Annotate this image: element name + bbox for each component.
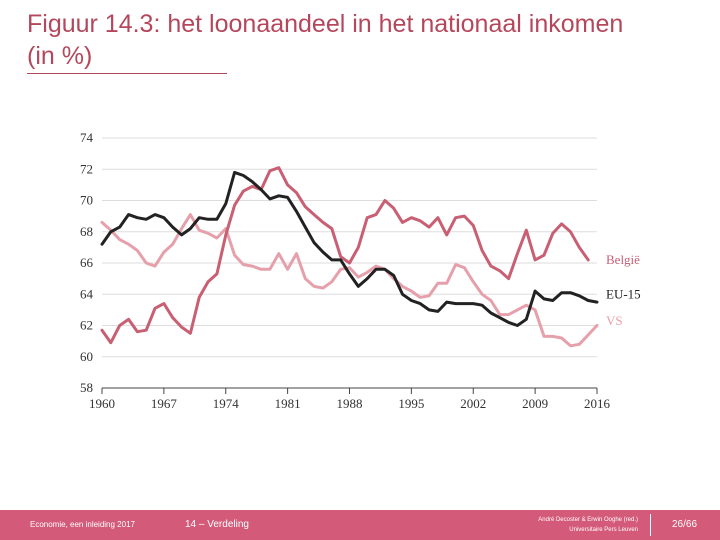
x-tick-label-2009: 2009 — [522, 396, 548, 411]
x-tick-label-1988: 1988 — [337, 396, 363, 411]
y-tick-label-62: 62 — [80, 318, 93, 333]
y-tick-label-70: 70 — [80, 193, 93, 208]
wage-share-chart: 58 60 62 64 66 68 70 72 74 1960 1967 1974 1981 1988 19… — [80, 130, 641, 411]
series-label-layer: België EU-15 VS — [606, 252, 641, 328]
axis-layer: 58 60 62 64 66 68 70 72 74 1960 1967 1974 1981 1988 19… — [80, 130, 611, 411]
series-line-eu-15 — [100, 170, 599, 327]
footer-chapter: 14 – Verdeling — [185, 519, 249, 530]
series-line-belgi- — [100, 166, 590, 345]
y-tick-label-66: 66 — [80, 255, 94, 270]
x-tick-label-1960: 1960 — [89, 396, 115, 411]
page-number: 26/66 — [672, 519, 698, 530]
x-tick-label-1974: 1974 — [213, 396, 240, 411]
y-tick-label-58: 58 — [80, 380, 93, 395]
x-tick-label-1981: 1981 — [275, 396, 301, 411]
y-tick-label-72: 72 — [80, 161, 93, 176]
x-tick-label-1995: 1995 — [398, 396, 424, 411]
series-label-eu-15: EU-15 — [606, 286, 641, 301]
series-line-vs — [100, 213, 599, 348]
footer-authors: André Decoster & Erwin Ooghe (red.) Univ… — [488, 515, 638, 535]
title-underline — [27, 73, 227, 74]
slide-title-line1: Figuur 14.3: het loonaandeel in het nati… — [27, 10, 624, 38]
footer-bar: Economie, een inleiding 2017 14 – Verdel… — [0, 510, 720, 540]
y-tick-label-74: 74 — [80, 130, 94, 145]
footer-authors-line2: Universitaire Pers Leuven — [569, 527, 638, 533]
series-label-belgi-: België — [606, 252, 640, 267]
x-tick-label-2016: 2016 — [584, 396, 611, 411]
slide-title: Figuur 14.3: het loonaandeel in het nati… — [27, 8, 707, 72]
footer-authors-line1: André Decoster & Erwin Ooghe (red.) — [538, 517, 638, 523]
footer-divider — [650, 514, 651, 536]
y-tick-label-68: 68 — [80, 224, 93, 239]
series-layer — [100, 166, 599, 348]
footer-course: Economie, een inleiding 2017 — [30, 520, 135, 529]
y-tick-label-60: 60 — [80, 349, 93, 364]
slide-title-line2: (in %) — [27, 42, 93, 70]
x-tick-label-1967: 1967 — [151, 396, 178, 411]
x-tick-label-2002: 2002 — [460, 396, 486, 411]
series-label-vs: VS — [606, 313, 623, 328]
grid-layer — [102, 137, 597, 358]
y-tick-label-64: 64 — [80, 286, 94, 301]
